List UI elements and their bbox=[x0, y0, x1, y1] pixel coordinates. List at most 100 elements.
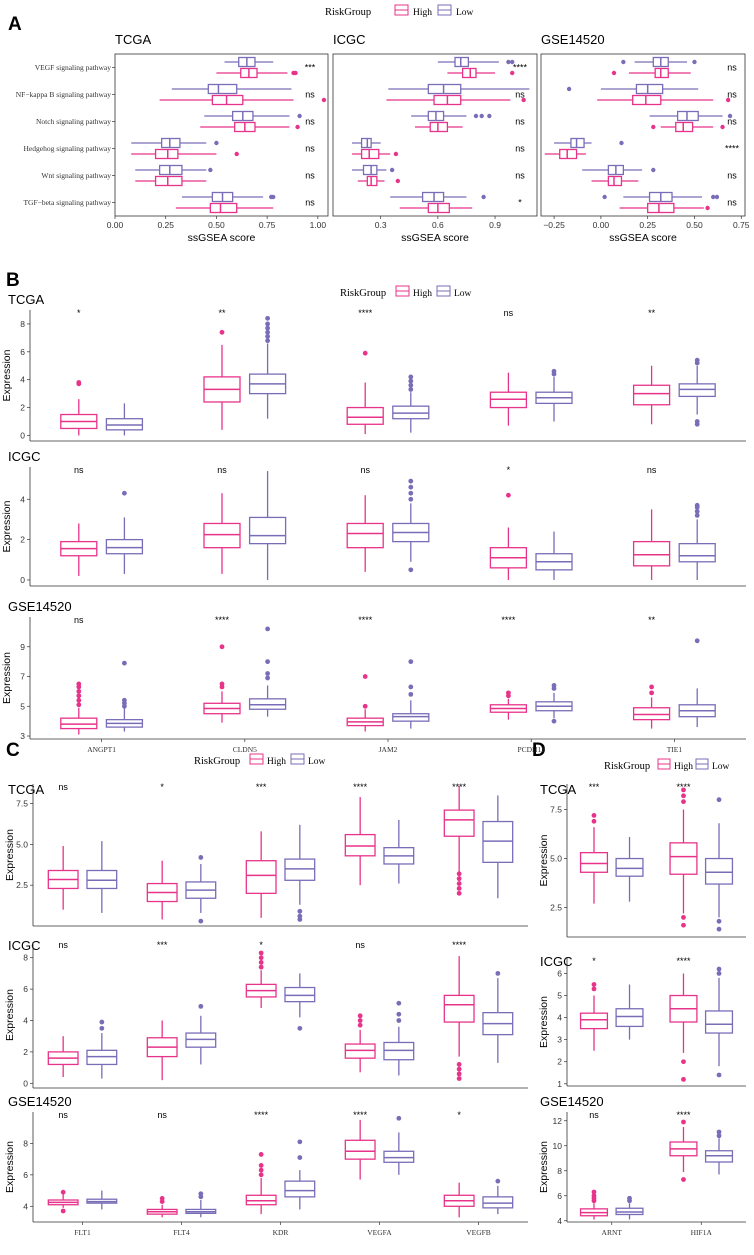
significance-label: ns bbox=[58, 1110, 68, 1120]
legend-title: RiskGroup bbox=[604, 761, 650, 772]
y-axis-title: Expression bbox=[4, 1141, 16, 1193]
high-box-0-outlier bbox=[76, 681, 82, 687]
low-box-1-box bbox=[427, 83, 462, 95]
chart-title: TCGA bbox=[115, 32, 151, 47]
significance-label: **** bbox=[358, 615, 373, 625]
plot-frame bbox=[114, 53, 329, 217]
y-tick-label: 6 bbox=[557, 968, 562, 978]
x-tick-label: 1.00 bbox=[310, 220, 327, 230]
low-box-1-outlier bbox=[716, 797, 722, 803]
high-box-0-box bbox=[654, 67, 669, 79]
significance-label: **** bbox=[676, 1110, 691, 1120]
low-box-1-outlier bbox=[265, 659, 270, 665]
low-box-0-box bbox=[105, 538, 144, 555]
chart-title: TCGA bbox=[8, 292, 44, 307]
high-box-2-outlier bbox=[651, 124, 656, 130]
y-tick-label: 4 bbox=[557, 1013, 562, 1023]
y-axis-title: Expression bbox=[1, 349, 13, 401]
low-box-1-outlier bbox=[265, 329, 270, 335]
low-box-4-outlier bbox=[208, 167, 213, 173]
low-box-4-outlier bbox=[694, 513, 700, 518]
y-tick-label: 8 bbox=[20, 319, 25, 329]
low-box-1-outlier bbox=[265, 626, 270, 632]
low-box-5-outlier bbox=[271, 194, 276, 200]
high-box-4-outlier bbox=[456, 871, 462, 877]
high-box-3-outlier bbox=[393, 151, 399, 157]
chart-title: GSE14520 bbox=[8, 599, 72, 614]
low-box-2-outlier bbox=[473, 113, 479, 119]
low-box-2-outlier bbox=[408, 484, 414, 490]
low-box-0-outlier bbox=[99, 1019, 105, 1025]
significance-label: ns bbox=[74, 615, 84, 625]
y-tick-label: 2 bbox=[20, 535, 25, 545]
legend-d: RiskGroup High Low bbox=[604, 758, 730, 772]
legend-title: RiskGroup bbox=[325, 7, 371, 18]
significance-label: *** bbox=[589, 782, 600, 792]
significance-label: ns bbox=[727, 63, 737, 73]
y-tick-label: 6 bbox=[23, 984, 28, 994]
high-box-0-outlier bbox=[611, 70, 617, 76]
chart-d-gse14520: GSE14520 4 6 8 10 12 Expression ns ARNT **** HIF1A bbox=[538, 1094, 746, 1237]
x-tick-label: 0.50 bbox=[686, 220, 703, 230]
high-box-1-outlier bbox=[681, 1076, 686, 1082]
high-box-1-outlier bbox=[159, 1196, 165, 1201]
low-box-2-outlier bbox=[408, 374, 414, 380]
high-box-0-outlier bbox=[591, 812, 597, 818]
high-box-1-outlier bbox=[681, 922, 686, 928]
low-box-4-box bbox=[482, 820, 514, 863]
category-label: ARNT bbox=[602, 1228, 623, 1237]
legend-high-label: High bbox=[413, 289, 432, 299]
low-box-2-outlier bbox=[727, 113, 733, 119]
significance-label: ns bbox=[515, 171, 525, 181]
low-box-4-outlier bbox=[495, 1178, 501, 1184]
low-box-3-outlier bbox=[396, 1018, 402, 1023]
significance-label: ns bbox=[515, 90, 525, 100]
y-tick-label: 3 bbox=[557, 1035, 562, 1045]
chart-title: ICGC bbox=[540, 954, 573, 969]
x-tick-label: 0.25 bbox=[157, 220, 174, 230]
x-axis-title: ssGSEA score bbox=[609, 232, 677, 244]
high-box-4-box bbox=[154, 175, 183, 187]
y-tick-label: 2 bbox=[23, 1047, 28, 1057]
y-tick-label: 6 bbox=[23, 1170, 28, 1180]
high-box-4-outlier bbox=[456, 1062, 462, 1067]
chart-title: TCGA bbox=[540, 782, 576, 797]
high-box-3-outlier bbox=[357, 1013, 363, 1019]
low-box-4-outlier bbox=[694, 508, 700, 514]
low-box-1-outlier bbox=[198, 855, 204, 860]
high-box-3-outlier bbox=[234, 151, 239, 157]
category-label: HIF1A bbox=[691, 1228, 713, 1237]
category-label: Wnt signaling pathway bbox=[41, 171, 111, 180]
y-axis-title: Expression bbox=[538, 1141, 550, 1193]
high-box-1-box bbox=[203, 522, 241, 549]
high-box-0-outlier bbox=[591, 1189, 597, 1195]
significance-label: **** bbox=[676, 782, 691, 792]
high-box-2-box bbox=[245, 860, 277, 895]
legend-low-key bbox=[436, 285, 451, 297]
x-axis-title: ssGSEA score bbox=[188, 232, 256, 244]
low-box-3-box bbox=[570, 137, 585, 149]
high-box-2-outlier bbox=[258, 1152, 264, 1157]
y-tick-label: 5.0 bbox=[16, 839, 28, 849]
y-axis-title: Expression bbox=[538, 996, 550, 1048]
significance-label: *** bbox=[157, 940, 168, 950]
low-box-1-box bbox=[635, 83, 664, 95]
category-label: CLDN5 bbox=[233, 745, 257, 754]
significance-label: **** bbox=[215, 615, 230, 625]
high-box-0-box bbox=[461, 67, 477, 79]
significance-label: ns bbox=[305, 171, 315, 181]
high-box-2-outlier bbox=[258, 955, 264, 961]
low-box-3-outlier bbox=[551, 718, 557, 724]
y-axis-title: Expression bbox=[1, 652, 13, 704]
low-box-3-box bbox=[383, 1041, 415, 1061]
high-box-3-box bbox=[344, 833, 376, 857]
y-tick-label: 9 bbox=[20, 642, 25, 652]
significance-label: **** bbox=[452, 940, 467, 950]
significance-label: * bbox=[592, 956, 596, 966]
significance-label: ns bbox=[727, 198, 737, 208]
significance-label: * bbox=[457, 1110, 461, 1120]
y-axis-title: Expression bbox=[4, 829, 16, 881]
significance-label: ns bbox=[727, 90, 737, 100]
significance-label: * bbox=[518, 198, 522, 208]
